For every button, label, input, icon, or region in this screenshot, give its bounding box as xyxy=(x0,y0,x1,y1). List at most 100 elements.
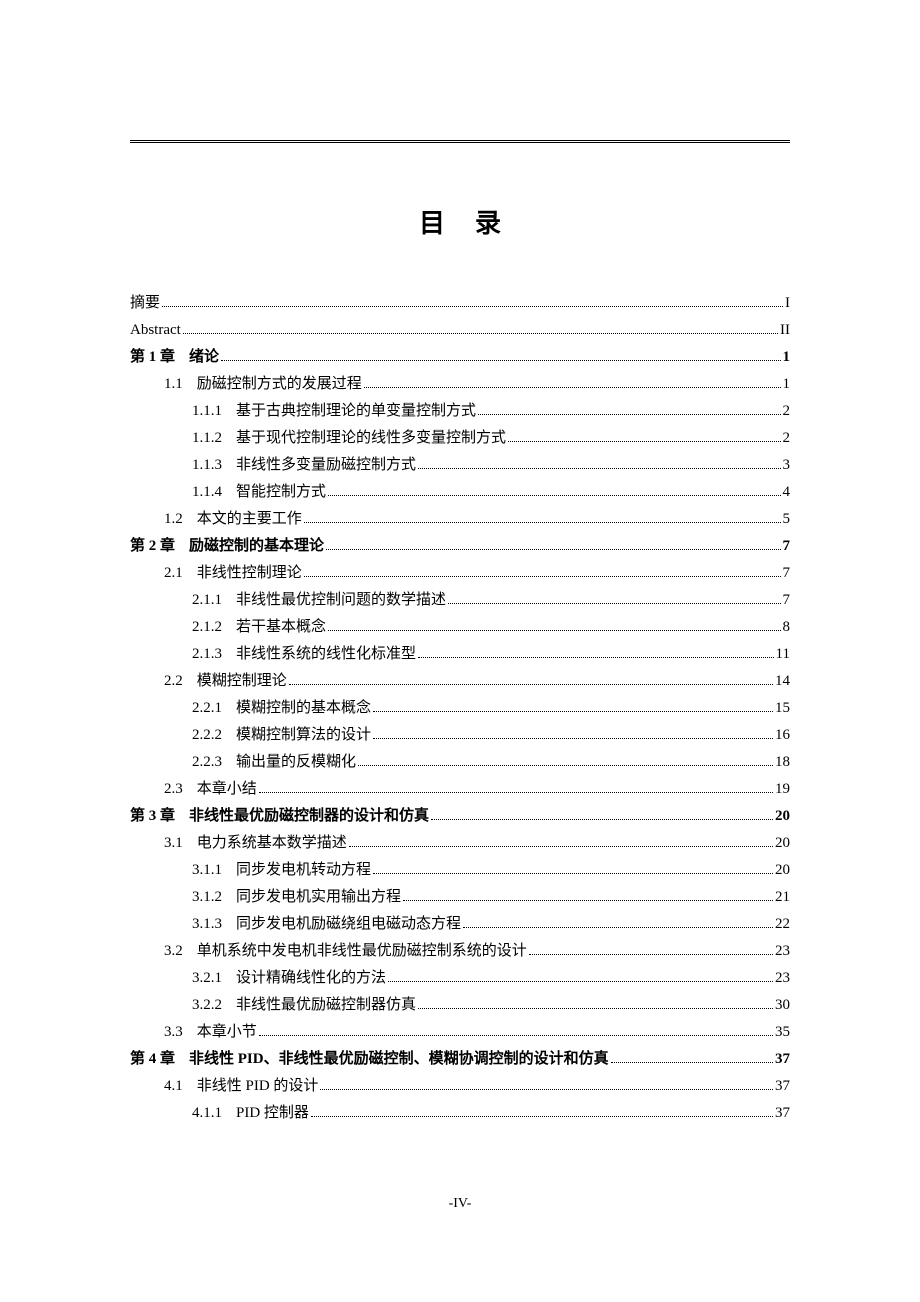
toc-entry-page: 1 xyxy=(783,371,791,398)
toc-leader-dots xyxy=(259,792,773,793)
toc-leader-dots xyxy=(304,522,781,523)
toc-entry-text: 非线性 PID、非线性最优励磁控制、模糊协调控制的设计和仿真 xyxy=(189,1046,609,1073)
toc-entry-number: 1.1.1 xyxy=(192,398,222,425)
toc-leader-dots xyxy=(418,468,780,469)
toc-entry: 4.1非线性 PID 的设计37 xyxy=(130,1073,790,1100)
toc-entry-number: 1.1.3 xyxy=(192,452,222,479)
toc-entry-page: 19 xyxy=(775,776,790,803)
toc-entry-text: 电力系统基本数学描述 xyxy=(197,830,347,857)
toc-leader-dots xyxy=(373,711,773,712)
toc-entry-text: 本章小结 xyxy=(197,776,257,803)
toc-entry-text: 非线性最优控制问题的数学描述 xyxy=(236,587,446,614)
toc-entry: 2.2.2模糊控制算法的设计16 xyxy=(130,722,790,749)
toc-entry-page: 15 xyxy=(775,695,790,722)
page-content: 目录 摘要IAbstractII第 1 章绪论11.1励磁控制方式的发展过程11… xyxy=(0,0,920,1127)
toc-leader-dots xyxy=(448,603,780,604)
toc-entry-page: 1 xyxy=(783,344,791,371)
toc-entry-number: 2.1.3 xyxy=(192,641,222,668)
toc-leader-dots xyxy=(259,1035,773,1036)
toc-entry-number: 3.1.2 xyxy=(192,884,222,911)
toc-entry-text: 非线性系统的线性化标准型 xyxy=(236,641,416,668)
toc-entry: 第 2 章励磁控制的基本理论7 xyxy=(130,533,790,560)
toc-entry-page: I xyxy=(785,290,790,317)
toc-entry-text: 基于现代控制理论的线性多变量控制方式 xyxy=(236,425,506,452)
toc-leader-dots xyxy=(373,873,773,874)
toc-entry: 摘要I xyxy=(130,290,790,317)
toc-entry-page: 21 xyxy=(775,884,790,911)
toc-leader-dots xyxy=(611,1062,773,1063)
toc-entry: 1.1.3 非线性多变量励磁控制方式 3 xyxy=(130,452,790,479)
toc-entry-number: 2.3 xyxy=(164,776,183,803)
toc-entry: 3.2单机系统中发电机非线性最优励磁控制系统的设计23 xyxy=(130,938,790,965)
toc-entry-text: 非线性最优励磁控制器仿真 xyxy=(236,992,416,1019)
toc-entry-page: 4 xyxy=(783,479,791,506)
toc-entry-page: 5 xyxy=(783,506,791,533)
toc-entry-page: 18 xyxy=(775,749,790,776)
toc-entry-page: 3 xyxy=(783,452,791,479)
toc-entry: 1.1励磁控制方式的发展过程1 xyxy=(130,371,790,398)
toc-leader-dots xyxy=(326,549,780,550)
toc-entry-text: 模糊控制理论 xyxy=(197,668,287,695)
toc-entry-text: 输出量的反模糊化 xyxy=(236,749,356,776)
toc-entry: 2.1.1 非线性最优控制问题的数学描述 7 xyxy=(130,587,790,614)
toc-entry-page: 14 xyxy=(775,668,790,695)
toc-entry: 2.1.3非线性系统的线性化标准型11 xyxy=(130,641,790,668)
toc-entry: 2.2.3输出量的反模糊化18 xyxy=(130,749,790,776)
toc-entry-number: 4.1.1 xyxy=(192,1100,222,1127)
toc-leader-dots xyxy=(403,900,773,901)
toc-entry-text: 若干基本概念 xyxy=(236,614,326,641)
toc-entry-text: 非线性控制理论 xyxy=(197,560,302,587)
toc-list: 摘要IAbstractII第 1 章绪论11.1励磁控制方式的发展过程11.1.… xyxy=(130,290,790,1127)
toc-entry: 4.1.1 PID 控制器 37 xyxy=(130,1100,790,1127)
toc-entry-page: 7 xyxy=(783,560,791,587)
toc-entry: Abstract II xyxy=(130,317,790,344)
toc-entry-page: 7 xyxy=(783,587,791,614)
top-rule xyxy=(130,140,790,143)
toc-leader-dots xyxy=(508,441,780,442)
toc-entry-number: 第 2 章 xyxy=(130,533,175,560)
toc-entry-page: 20 xyxy=(775,857,790,884)
toc-entry: 1.2本文的主要工作5 xyxy=(130,506,790,533)
toc-entry-number: 1.2 xyxy=(164,506,183,533)
toc-leader-dots xyxy=(358,765,773,766)
toc-entry-text: 基于古典控制理论的单变量控制方式 xyxy=(236,398,476,425)
toc-entry: 第 4 章非线性 PID、非线性最优励磁控制、模糊协调控制的设计和仿真37 xyxy=(130,1046,790,1073)
toc-leader-dots xyxy=(320,1089,773,1090)
toc-entry: 3.3本章小节35 xyxy=(130,1019,790,1046)
toc-entry-number: 1.1.2 xyxy=(192,425,222,452)
toc-entry-number: 3.1.3 xyxy=(192,911,222,938)
toc-entry: 3.1.1同步发电机转动方程20 xyxy=(130,857,790,884)
toc-entry: 2.1.2若干基本概念8 xyxy=(130,614,790,641)
toc-leader-dots xyxy=(418,1008,773,1009)
toc-entry-number: 3.1.1 xyxy=(192,857,222,884)
toc-entry-page: II xyxy=(780,317,790,344)
toc-entry: 第 3 章非线性最优励磁控制器的设计和仿真20 xyxy=(130,803,790,830)
toc-leader-dots xyxy=(311,1116,773,1117)
toc-entry: 1.1.2 基于现代控制理论的线性多变量控制方式 2 xyxy=(130,425,790,452)
toc-entry-number: 2.2.2 xyxy=(192,722,222,749)
toc-entry: 第 1 章绪论1 xyxy=(130,344,790,371)
toc-leader-dots xyxy=(478,414,780,415)
toc-entry: 3.2.1设计精确线性化的方法23 xyxy=(130,965,790,992)
toc-title: 目录 xyxy=(130,203,790,240)
toc-entry-page: 20 xyxy=(775,803,790,830)
toc-entry-number: 2.2 xyxy=(164,668,183,695)
toc-entry-number: 3.3 xyxy=(164,1019,183,1046)
toc-leader-dots xyxy=(418,657,774,658)
toc-entry-number: 2.1.2 xyxy=(192,614,222,641)
toc-entry-page: 37 xyxy=(775,1100,790,1127)
toc-entry-number: 2.1.1 xyxy=(192,587,222,614)
toc-entry-text: PID 控制器 xyxy=(236,1100,309,1127)
toc-entry-number: 2.2.1 xyxy=(192,695,222,722)
toc-entry-text: Abstract xyxy=(130,317,181,344)
toc-entry-text: 非线性多变量励磁控制方式 xyxy=(236,452,416,479)
toc-entry-text: 设计精确线性化的方法 xyxy=(236,965,386,992)
toc-entry-page: 2 xyxy=(783,425,791,452)
toc-leader-dots xyxy=(328,495,780,496)
toc-leader-dots xyxy=(289,684,773,685)
toc-entry-text: 同步发电机实用输出方程 xyxy=(236,884,401,911)
page-number: -IV- xyxy=(0,1196,920,1212)
toc-entry-number: 第 4 章 xyxy=(130,1046,175,1073)
toc-entry-page: 22 xyxy=(775,911,790,938)
toc-entry-page: 7 xyxy=(783,533,791,560)
